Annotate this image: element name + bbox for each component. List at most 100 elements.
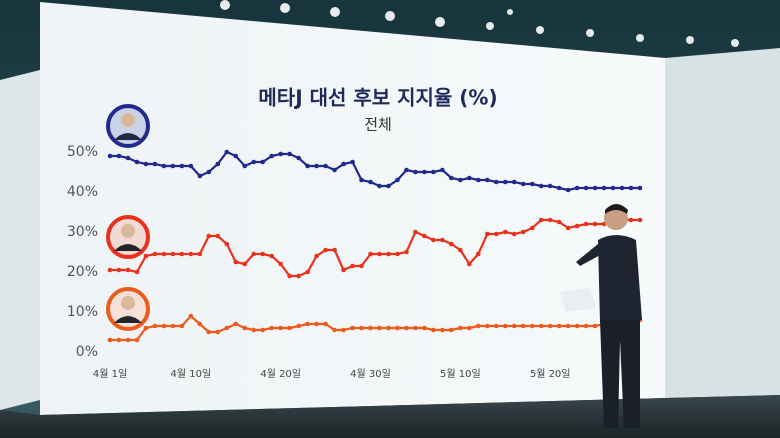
y-tick-label: 10%	[67, 304, 98, 320]
data-point	[341, 327, 346, 333]
chart-subtitle: 전체	[364, 116, 392, 134]
data-point	[538, 323, 544, 329]
data-point	[637, 185, 643, 191]
x-tick-label: 4월 30일	[350, 368, 391, 380]
data-point	[323, 247, 328, 253]
data-point	[386, 183, 391, 189]
data-point	[269, 253, 274, 259]
data-point	[161, 251, 167, 257]
data-point	[538, 217, 544, 223]
data-point	[395, 325, 400, 331]
data-point	[341, 267, 346, 273]
data-point	[565, 323, 571, 329]
data-point	[143, 325, 149, 331]
presenter	[560, 204, 642, 428]
data-point	[125, 155, 131, 161]
data-point	[476, 177, 481, 183]
data-point	[422, 233, 427, 239]
data-point	[386, 251, 391, 257]
data-point	[179, 251, 185, 257]
data-point	[520, 229, 526, 235]
data-point	[431, 237, 436, 243]
data-point	[484, 177, 490, 183]
data-point	[422, 325, 427, 331]
data-point	[574, 223, 580, 229]
data-point	[556, 185, 562, 191]
data-point	[125, 337, 131, 343]
data-point	[251, 251, 257, 257]
data-point	[467, 175, 472, 181]
data-point	[413, 325, 418, 331]
data-point	[484, 323, 490, 329]
data-point	[251, 327, 257, 333]
data-point	[449, 241, 454, 247]
data-point	[188, 313, 194, 319]
data-point	[224, 325, 230, 331]
data-point	[269, 325, 274, 331]
data-point	[476, 323, 481, 329]
data-point	[170, 251, 176, 257]
data-point	[161, 323, 167, 329]
data-point	[404, 167, 409, 173]
data-point	[377, 325, 382, 331]
data-point	[377, 251, 382, 257]
data-point	[449, 327, 454, 333]
data-point	[547, 183, 553, 189]
data-point	[134, 337, 140, 343]
data-point	[152, 161, 158, 167]
data-point	[628, 217, 634, 223]
data-point	[287, 325, 292, 331]
data-point	[233, 153, 239, 159]
data-point	[278, 325, 283, 331]
data-point	[206, 233, 212, 239]
data-point	[359, 325, 364, 331]
data-point	[260, 159, 266, 165]
data-point	[413, 169, 418, 175]
data-point	[493, 231, 499, 237]
data-point	[556, 219, 562, 225]
chart-title: 메타J 대선 후보 지지율 (%)	[258, 86, 497, 110]
y-tick-label: 20%	[67, 264, 98, 280]
data-point	[188, 163, 194, 169]
data-point	[529, 323, 535, 329]
data-point	[116, 267, 122, 273]
data-point	[107, 337, 113, 343]
data-point	[502, 229, 508, 235]
data-point	[107, 267, 113, 273]
y-tick-label: 0%	[76, 344, 98, 360]
plot-area: 0% 10% 20% 30% 40% 50% 4월 1일 4월 10일 4월 20일 4월 30일…	[67, 144, 643, 380]
data-point	[556, 323, 562, 329]
data-point	[395, 251, 400, 257]
data-point	[296, 323, 301, 329]
data-point	[547, 217, 553, 223]
data-point	[502, 179, 508, 185]
studio-lights	[220, 0, 739, 47]
data-point	[152, 251, 158, 257]
data-point	[314, 163, 319, 169]
data-point	[197, 321, 203, 327]
data-point	[431, 169, 436, 175]
data-point	[458, 177, 463, 183]
data-point	[125, 267, 131, 273]
data-point	[341, 161, 346, 167]
data-point	[619, 185, 625, 191]
data-point	[242, 325, 248, 331]
data-point	[260, 251, 266, 257]
data-point	[395, 177, 400, 183]
data-point	[188, 251, 194, 257]
data-point	[170, 323, 176, 329]
data-point	[493, 323, 499, 329]
data-point	[592, 221, 598, 227]
data-point	[628, 185, 634, 191]
data-point	[179, 323, 185, 329]
data-point	[197, 251, 203, 257]
data-point	[529, 225, 535, 231]
data-point	[359, 263, 364, 269]
data-point	[323, 321, 328, 327]
data-point	[197, 173, 203, 179]
data-point	[404, 249, 409, 255]
data-point	[574, 323, 580, 329]
data-point	[242, 261, 248, 267]
data-point	[215, 161, 221, 167]
